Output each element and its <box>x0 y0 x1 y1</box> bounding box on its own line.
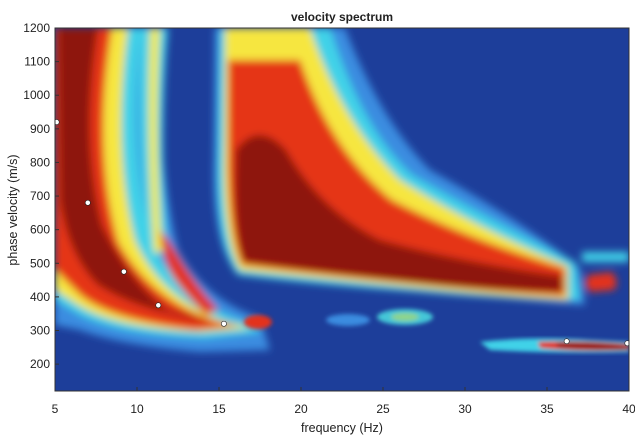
y-axis: 200 300 400 500 600 700 800 900 1000 1100 1200 <box>23 21 59 371</box>
x-tick-label: 10 <box>130 402 144 416</box>
heat-band-low-core <box>58 28 214 322</box>
chart-title: velocity spectrum <box>291 10 393 24</box>
heat-patch-37hz <box>585 272 617 292</box>
y-axis-label: phase velocity (m/s) <box>6 154 20 265</box>
y-tick-label: 500 <box>30 256 50 270</box>
picked-point <box>221 320 227 327</box>
x-axis-label: frequency (Hz) <box>301 421 383 435</box>
x-tick-label: 5 <box>52 402 59 416</box>
heat-lobe-red <box>160 230 218 315</box>
heat-patch-38hz <box>582 252 629 262</box>
picked-point <box>624 340 629 347</box>
y-tick-label: 200 <box>30 357 50 371</box>
picked-point <box>55 119 60 126</box>
picked-point <box>120 268 127 275</box>
heat-stripe-yellow <box>148 28 162 254</box>
heat-lowvel-feature <box>480 338 629 353</box>
heat-band-high-core <box>235 135 562 292</box>
plot-frame <box>54 27 630 392</box>
plot-area <box>55 28 629 391</box>
x-tick-label: 40 <box>622 402 635 416</box>
y-tick-label: 300 <box>30 324 50 338</box>
x-tick-label: 35 <box>540 402 554 416</box>
y-tick-label: 800 <box>30 155 50 169</box>
y-tick-label: 900 <box>30 122 50 136</box>
y-tick-label: 1000 <box>23 88 50 102</box>
y-tick-label: 1200 <box>23 21 50 35</box>
x-axis: 5 10 15 20 25 30 35 40 <box>52 387 635 416</box>
picked-point <box>155 302 162 309</box>
y-tick-label: 1100 <box>24 55 50 69</box>
x-tick-label: 30 <box>458 402 472 416</box>
x-tick-label: 15 <box>212 402 226 416</box>
x-tick-label: 25 <box>376 402 390 416</box>
picked-points <box>55 119 629 347</box>
x-tick-label: 20 <box>294 402 308 416</box>
y-tick-label: 600 <box>30 223 50 237</box>
picked-point <box>563 338 570 345</box>
heat-ovals <box>244 309 433 329</box>
picked-point <box>84 199 91 206</box>
y-tick-label: 400 <box>30 290 50 304</box>
y-tick-label: 700 <box>30 189 50 203</box>
velocity-spectrum-heatmap <box>55 28 629 352</box>
